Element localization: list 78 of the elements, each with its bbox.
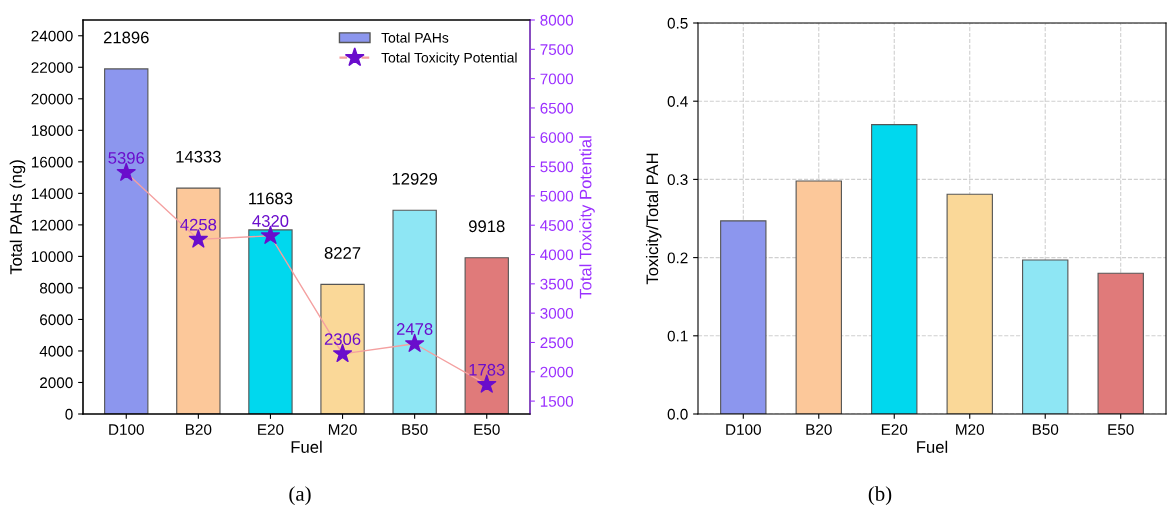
x-axis-title: Fuel bbox=[291, 440, 322, 453]
y-tick-label: 0 bbox=[65, 408, 73, 420]
y2-tick-label: 7500 bbox=[540, 44, 574, 55]
y-tick-label: 22000 bbox=[31, 62, 73, 73]
bar bbox=[392, 209, 437, 414]
y-tick-label: 0.2 bbox=[667, 252, 688, 264]
y-tick-label: 6000 bbox=[40, 314, 73, 326]
x-tick-label: E20 bbox=[258, 424, 284, 435]
y2-tick-label: 1500 bbox=[540, 395, 574, 407]
x-axis-title: Fuel bbox=[917, 440, 948, 453]
y-tick-label: 0.3 bbox=[667, 174, 688, 186]
data-label: 12929 bbox=[392, 172, 438, 185]
data-label: 21896 bbox=[103, 31, 149, 44]
bar bbox=[871, 124, 918, 414]
y-tick-label: 24000 bbox=[31, 30, 73, 42]
bar bbox=[795, 180, 842, 414]
y2-tick-label: 2500 bbox=[540, 337, 574, 349]
data-label: 8227 bbox=[324, 247, 361, 259]
y-tick-label: 20000 bbox=[31, 93, 73, 105]
y-tick-label: 14000 bbox=[31, 188, 73, 200]
y2-tick-label: 3500 bbox=[540, 278, 574, 290]
text: (a) bbox=[289, 486, 311, 506]
y2-tick-label: 3000 bbox=[540, 308, 574, 319]
y2-tick-label: 7000 bbox=[540, 73, 574, 85]
y2-tick-label: 6000 bbox=[540, 132, 574, 143]
data-label: 14333 bbox=[176, 150, 221, 163]
legend-label: Total Toxicity Potential bbox=[381, 52, 517, 66]
y-axis-title: Total PAHs (ng) bbox=[9, 160, 26, 275]
y-tick-label: 12000 bbox=[31, 219, 73, 231]
y2-axis-title: Total Toxicity Potential bbox=[579, 136, 595, 299]
data-label: 5396 bbox=[108, 152, 145, 164]
bar bbox=[720, 220, 767, 414]
x-tick-label: B20 bbox=[806, 424, 832, 435]
text: (b) bbox=[868, 486, 892, 506]
y-axis-title: Toxicity/Total PAH bbox=[645, 153, 662, 285]
x-tick-label: E50 bbox=[474, 424, 500, 435]
y-tick-label: 0.4 bbox=[667, 96, 688, 107]
y2-tick-label: 4000 bbox=[540, 249, 574, 261]
y2-tick-label: 8000 bbox=[540, 14, 574, 26]
bar bbox=[1022, 259, 1069, 414]
y2-tick-label: 5500 bbox=[540, 161, 574, 173]
x-tick-label: E50 bbox=[1108, 424, 1134, 435]
y-tick-label: 0.5 bbox=[667, 17, 688, 29]
y2-tick-label: 2000 bbox=[540, 366, 574, 378]
x-tick-label: B50 bbox=[402, 424, 428, 435]
x-tick-label: B20 bbox=[186, 424, 212, 435]
y-tick-label: 16000 bbox=[31, 156, 73, 168]
bar bbox=[176, 187, 221, 414]
x-tick-label: D100 bbox=[726, 424, 761, 435]
x-tick-label: D100 bbox=[109, 424, 144, 435]
y-tick-label: 4000 bbox=[39, 345, 73, 357]
x-tick-label: B50 bbox=[1032, 424, 1059, 435]
y-tick-label: 18000 bbox=[31, 125, 73, 137]
bar bbox=[946, 193, 993, 414]
y2-tick-label: 5000 bbox=[540, 190, 574, 202]
x-tick-label: M20 bbox=[956, 424, 985, 435]
bar bbox=[464, 257, 509, 414]
data-label: 1783 bbox=[469, 363, 505, 376]
x-tick-label: E20 bbox=[881, 424, 908, 435]
data-label: 4320 bbox=[252, 215, 289, 227]
y2-tick-label: 4500 bbox=[540, 220, 574, 231]
data-label: 2478 bbox=[396, 323, 433, 335]
bar bbox=[248, 229, 293, 414]
bar bbox=[1097, 272, 1144, 414]
x-tick-label: M20 bbox=[328, 424, 357, 435]
legend-label: Total PAHs bbox=[381, 32, 449, 43]
y-tick-label: 8000 bbox=[39, 282, 73, 294]
data-label: 2306 bbox=[324, 333, 361, 345]
y2-tick-label: 6500 bbox=[540, 102, 574, 114]
bar bbox=[320, 283, 365, 414]
data-label: 4258 bbox=[180, 218, 217, 231]
bar bbox=[104, 68, 149, 414]
y-tick-label: 10000 bbox=[31, 251, 73, 263]
y-tick-label: 0.0 bbox=[667, 408, 688, 420]
y-tick-label: 2000 bbox=[40, 377, 73, 389]
y-tick-label: 0.1 bbox=[667, 330, 688, 342]
data-label: 9918 bbox=[468, 220, 505, 233]
data-label: 11683 bbox=[249, 192, 293, 205]
